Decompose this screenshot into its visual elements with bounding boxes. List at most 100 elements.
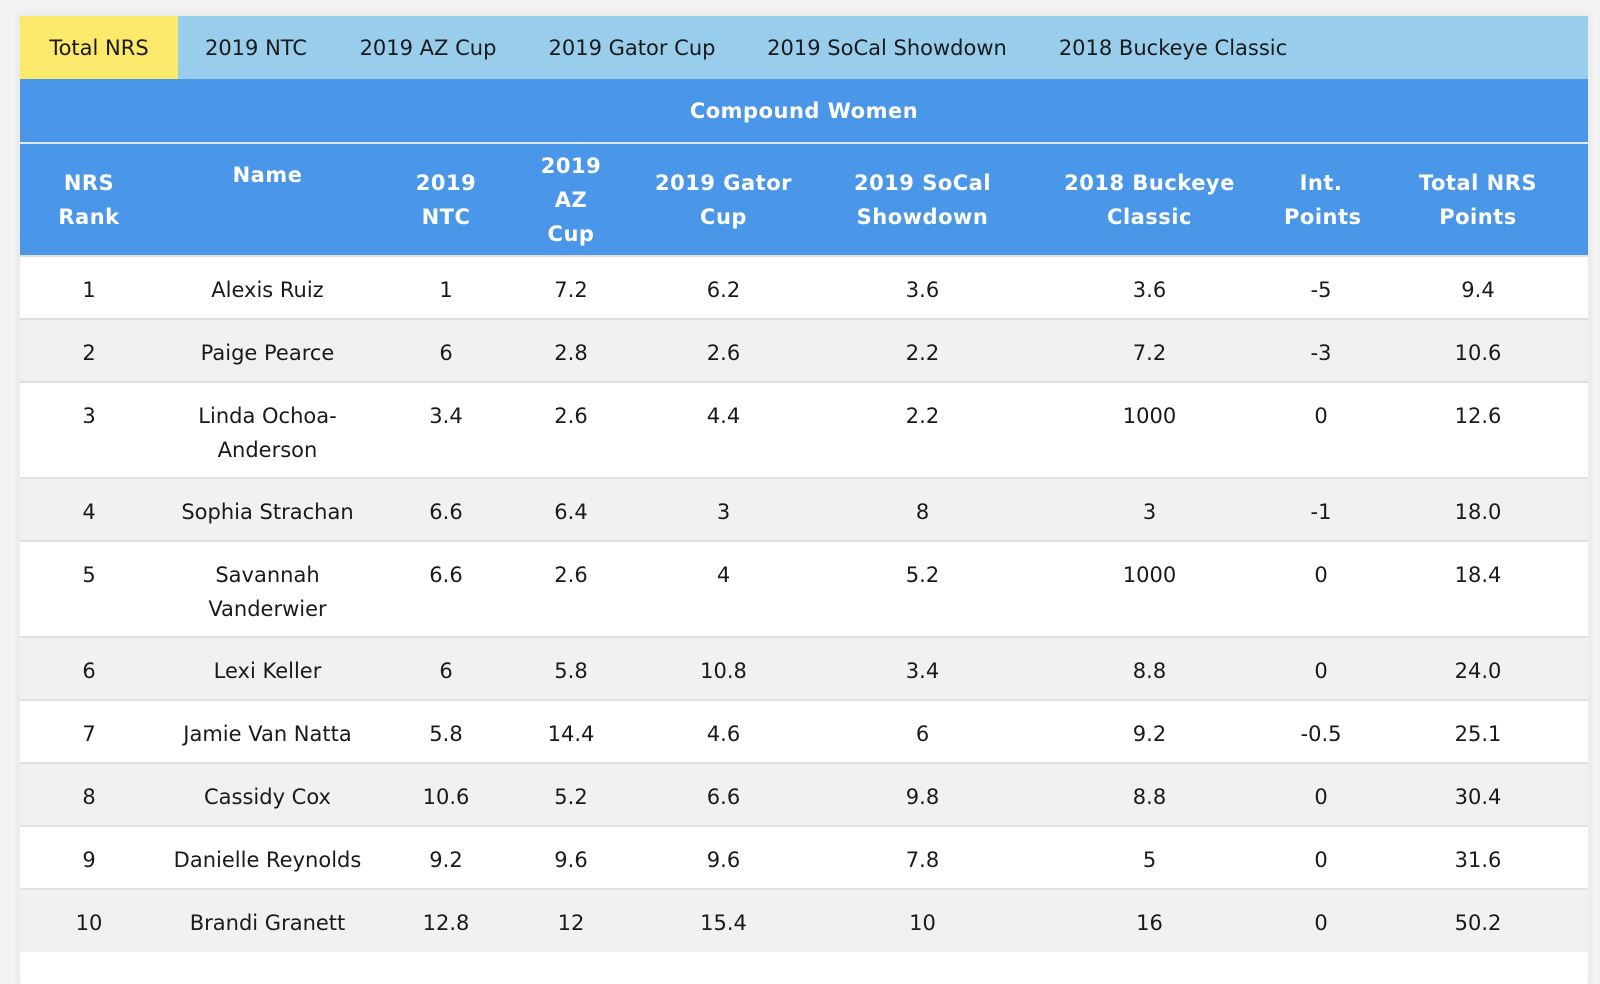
cell-rank: 4 [20, 477, 158, 541]
col-header-total-nrs-points[interactable]: Total NRS Points [1368, 144, 1588, 256]
cell-2019-az-cup: 12 [515, 888, 627, 952]
cell-2019-socal-showdown: 2.2 [820, 381, 1025, 478]
cell-rank: 10 [20, 888, 158, 952]
cell-2019-az-cup: 14.4 [515, 699, 627, 763]
cell-2019-az-cup: 7.2 [515, 255, 627, 319]
cell-total-nrs-points: 50.2 [1368, 888, 1588, 952]
cell-name: Cassidy Cox [158, 762, 377, 826]
cell-total-nrs-points: 12.6 [1368, 381, 1588, 478]
table-row: 3 Linda Ochoa-Anderson 3.4 2.6 4.4 2.2 1… [20, 381, 1588, 478]
cell-2018-buckeye-classic: 8.8 [1025, 636, 1274, 700]
cell-2019-socal-showdown: 10 [820, 888, 1025, 952]
cell-2019-ntc: 1 [377, 255, 515, 319]
tab-2019-socal-showdown[interactable]: 2019 SoCal Showdown [767, 35, 1007, 60]
cell-name: Lexi Keller [158, 636, 377, 700]
cell-2018-buckeye-classic: 1000 [1025, 381, 1274, 478]
cell-2019-gator-cup: 6.2 [627, 255, 820, 319]
cell-total-nrs-points: 18.4 [1368, 540, 1588, 637]
cell-2019-socal-showdown: 8 [820, 477, 1025, 541]
cell-int-points: 0 [1274, 888, 1368, 952]
cell-2019-socal-showdown: 5.2 [820, 540, 1025, 637]
cell-2019-socal-showdown: 9.8 [820, 762, 1025, 826]
tab-2019-gator-cup[interactable]: 2019 Gator Cup [548, 35, 716, 60]
cell-2018-buckeye-classic: 1000 [1025, 540, 1274, 637]
cell-total-nrs-points: 9.4 [1368, 255, 1588, 319]
cell-int-points: -0.5 [1274, 699, 1368, 763]
cell-2019-az-cup: 2.8 [515, 318, 627, 382]
tab-2018-buckeye-classic[interactable]: 2018 Buckeye Classic [1058, 35, 1288, 60]
cell-int-points: -5 [1274, 255, 1368, 319]
table-row: 9 Danielle Reynolds 9.2 9.6 9.6 7.8 5 0 … [20, 825, 1588, 889]
cell-2019-gator-cup: 10.8 [627, 636, 820, 700]
cell-2019-socal-showdown: 3.4 [820, 636, 1025, 700]
cell-2018-buckeye-classic: 5 [1025, 825, 1274, 889]
cell-total-nrs-points: 18.0 [1368, 477, 1588, 541]
cell-2019-az-cup: 2.6 [515, 540, 627, 637]
cell-total-nrs-points: 24.0 [1368, 636, 1588, 700]
cell-2019-socal-showdown: 6 [820, 699, 1025, 763]
cell-2019-az-cup: 2.6 [515, 381, 627, 478]
cell-total-nrs-points: 25.1 [1368, 699, 1588, 763]
tab-total-nrs[interactable]: Total NRS [20, 16, 178, 79]
cell-int-points: 0 [1274, 540, 1368, 637]
cell-2019-gator-cup: 3 [627, 477, 820, 541]
cell-2019-ntc: 5.8 [377, 699, 515, 763]
cell-2019-ntc: 12.8 [377, 888, 515, 952]
cell-2019-ntc: 6 [377, 636, 515, 700]
cell-rank: 7 [20, 699, 158, 763]
table-row: 1 Alexis Ruiz 1 7.2 6.2 3.6 3.6 -5 9.4 [20, 255, 1588, 319]
tab-2019-az-cup[interactable]: 2019 AZ Cup [359, 35, 497, 60]
cell-2019-socal-showdown: 7.8 [820, 825, 1025, 889]
cell-int-points: 0 [1274, 825, 1368, 889]
col-header-name[interactable]: Name [158, 144, 377, 256]
cell-name: Danielle Reynolds [158, 825, 377, 889]
cell-rank: 2 [20, 318, 158, 382]
cell-rank: 8 [20, 762, 158, 826]
table-row: 5 Savannah Vanderwier 6.6 2.6 4 5.2 1000… [20, 540, 1588, 637]
col-header-2019-gator-cup[interactable]: 2019 Gator Cup [627, 144, 820, 256]
cell-name: Savannah Vanderwier [158, 540, 377, 637]
table-row: 4 Sophia Strachan 6.6 6.4 3 8 3 -1 18.0 [20, 477, 1588, 541]
col-header-int-points[interactable]: Int. Points [1274, 144, 1368, 256]
cell-2019-socal-showdown: 3.6 [820, 255, 1025, 319]
cell-int-points: 0 [1274, 636, 1368, 700]
cell-2019-ntc: 10.6 [377, 762, 515, 826]
table-row: 8 Cassidy Cox 10.6 5.2 6.6 9.8 8.8 0 30.… [20, 762, 1588, 826]
table-row: 10 Brandi Granett 12.8 12 15.4 10 16 0 5… [20, 888, 1588, 952]
cell-2019-ntc: 6.6 [377, 540, 515, 637]
cell-rank: 3 [20, 381, 158, 478]
tab-2019-ntc[interactable]: 2019 NTC [204, 35, 308, 60]
col-header-2019-ntc[interactable]: 2019 NTC [377, 144, 515, 256]
cell-2018-buckeye-classic: 9.2 [1025, 699, 1274, 763]
cell-2019-socal-showdown: 2.2 [820, 318, 1025, 382]
col-header-2018-buckeye-classic[interactable]: 2018 Buckeye Classic [1025, 144, 1274, 256]
cell-2019-gator-cup: 4.4 [627, 381, 820, 478]
cell-rank: 5 [20, 540, 158, 637]
cell-rank: 9 [20, 825, 158, 889]
cell-2019-ntc: 6.6 [377, 477, 515, 541]
col-header-nrs-rank[interactable]: NRS Rank [20, 144, 158, 256]
cell-name: Brandi Granett [158, 888, 377, 952]
cell-2019-az-cup: 6.4 [515, 477, 627, 541]
cell-2019-gator-cup: 6.6 [627, 762, 820, 826]
standings-panel: Total NRS 2019 NTC 2019 AZ Cup 2019 Gato… [20, 16, 1588, 984]
standings-table: NRS Rank Name 2019 NTC 2019 AZ Cup 2019 Gat… [20, 144, 1588, 952]
cell-2018-buckeye-classic: 7.2 [1025, 318, 1274, 382]
cell-2019-gator-cup: 9.6 [627, 825, 820, 889]
cell-2019-ntc: 3.4 [377, 381, 515, 478]
col-header-2019-az-cup[interactable]: 2019 AZ Cup [515, 144, 627, 256]
cell-name: Alexis Ruiz [158, 255, 377, 319]
cell-name: Linda Ochoa-Anderson [158, 381, 377, 478]
cell-2019-az-cup: 5.8 [515, 636, 627, 700]
cell-2019-gator-cup: 2.6 [627, 318, 820, 382]
cell-name: Paige Pearce [158, 318, 377, 382]
col-header-2019-socal-showdown[interactable]: 2019 SoCal Showdown [820, 144, 1025, 256]
cell-2019-gator-cup: 4.6 [627, 699, 820, 763]
cell-total-nrs-points: 10.6 [1368, 318, 1588, 382]
cell-2019-ntc: 9.2 [377, 825, 515, 889]
cell-name: Jamie Van Natta [158, 699, 377, 763]
cell-int-points: 0 [1274, 381, 1368, 478]
cell-2019-az-cup: 9.6 [515, 825, 627, 889]
cell-int-points: -1 [1274, 477, 1368, 541]
table-title: Compound Women [20, 79, 1588, 144]
